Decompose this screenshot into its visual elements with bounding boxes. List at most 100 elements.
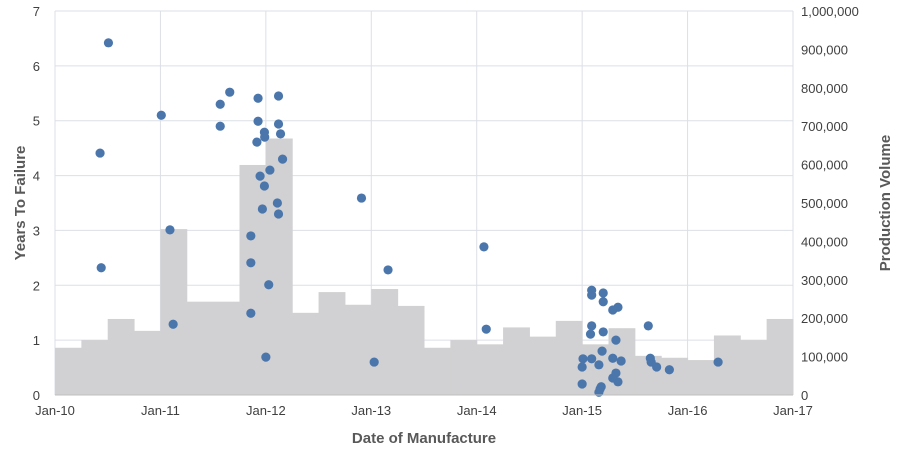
failure-point <box>611 335 621 345</box>
failure-point <box>246 258 256 268</box>
failure-point <box>168 319 178 329</box>
production-bar <box>740 340 768 395</box>
failure-point <box>713 357 723 367</box>
failure-point <box>587 290 597 300</box>
failure-point <box>253 116 263 126</box>
y2-tick-label: 600,000 <box>801 158 848 173</box>
y-tick-label: 6 <box>33 59 40 74</box>
y2-tick-label: 1,000,000 <box>801 4 859 19</box>
failure-points <box>95 38 723 397</box>
y-axis-title: Years To Failure <box>12 146 29 261</box>
production-bar <box>186 301 214 395</box>
failure-point <box>598 288 608 298</box>
failure-point <box>643 321 653 331</box>
failure-point <box>479 242 489 252</box>
production-bar <box>344 304 372 395</box>
failure-point <box>275 129 286 139</box>
y-tick-label: 2 <box>33 278 40 293</box>
production-volume-bars <box>55 138 794 395</box>
x-tick-label: Jan-12 <box>246 403 286 418</box>
failure-point <box>577 362 587 372</box>
x-tick-label: Jan-16 <box>668 403 708 418</box>
failure-point <box>265 165 275 175</box>
production-bar <box>424 347 451 395</box>
failure-point <box>277 154 288 164</box>
x-tick-label: Jan-10 <box>35 403 75 418</box>
failure-point <box>272 198 282 208</box>
failure-point <box>664 365 674 375</box>
failure-point <box>481 324 491 334</box>
production-bar <box>160 229 188 395</box>
production-bar <box>476 344 504 395</box>
failure-point <box>273 91 284 101</box>
failure-point <box>261 352 271 362</box>
production-bar <box>766 318 794 395</box>
y2-tick-label: 200,000 <box>801 311 848 326</box>
failure-point <box>255 171 265 181</box>
x-tick-label: Jan-14 <box>457 403 497 418</box>
x-tick-label: Jan-11 <box>141 403 180 418</box>
production-bar <box>661 357 689 395</box>
failure-point <box>598 297 608 307</box>
production-bar <box>239 164 267 395</box>
production-bar <box>134 330 161 395</box>
x-tick-label: Jan-15 <box>562 403 602 418</box>
failure-point <box>215 99 225 109</box>
failure-point <box>652 362 662 372</box>
failure-point <box>613 302 623 312</box>
y2-tick-label: 400,000 <box>801 234 848 249</box>
production-bar <box>55 347 82 395</box>
y-tick-label: 0 <box>33 388 40 403</box>
failure-point <box>225 87 235 97</box>
production-bar <box>265 138 293 395</box>
failure-point <box>246 231 256 241</box>
failure-point <box>215 121 225 131</box>
failure-point <box>264 280 274 290</box>
production-bar <box>503 327 530 395</box>
production-bar <box>371 289 399 395</box>
y2-tick-label: 0 <box>801 388 808 403</box>
failure-point <box>578 354 588 364</box>
failure-point <box>369 357 379 367</box>
failure-point <box>156 110 166 120</box>
failure-point <box>616 356 626 366</box>
production-bar <box>318 292 346 395</box>
production-bar <box>450 340 478 395</box>
failure-point <box>597 346 607 356</box>
y-tick-label: 4 <box>33 169 40 184</box>
failure-point <box>594 360 604 370</box>
failure-point <box>587 321 597 331</box>
x-tick-labels: Jan-10 Jan-11 Jan-12 Jan-13 Jan-14 Jan-15 Jan-… <box>35 403 813 418</box>
failure-point <box>577 379 587 389</box>
y2-tick-label: 800,000 <box>801 81 848 96</box>
production-bar <box>107 318 135 395</box>
failure-point <box>103 38 114 48</box>
production-bar <box>529 336 557 395</box>
x-axis-title: Date of Manufacture <box>352 430 496 447</box>
failure-point <box>273 209 284 219</box>
failure-point <box>95 148 105 158</box>
failure-point <box>598 327 608 337</box>
y2-axis-title: Production Volume <box>877 135 894 271</box>
x-tick-label: Jan-13 <box>351 403 391 418</box>
failure-point <box>585 329 596 339</box>
failure-point <box>165 225 175 235</box>
production-bar <box>292 312 320 395</box>
y-tick-labels: 0 1 2 3 4 5 6 7 <box>33 4 40 403</box>
production-bar <box>81 340 109 395</box>
failure-point <box>587 354 597 364</box>
production-bar <box>397 305 425 395</box>
y-tick-label: 5 <box>33 114 40 129</box>
failure-point <box>356 193 367 203</box>
failure-point <box>253 93 263 103</box>
y2-tick-label: 900,000 <box>801 42 848 57</box>
y-tick-label: 3 <box>33 223 40 238</box>
failure-point <box>273 119 284 129</box>
failure-point <box>383 265 393 275</box>
failure-point <box>252 137 262 147</box>
y2-tick-label: 300,000 <box>801 273 848 288</box>
y2-tick-label: 500,000 <box>801 196 848 211</box>
y-tick-label: 1 <box>33 333 40 348</box>
failure-point <box>96 263 106 273</box>
